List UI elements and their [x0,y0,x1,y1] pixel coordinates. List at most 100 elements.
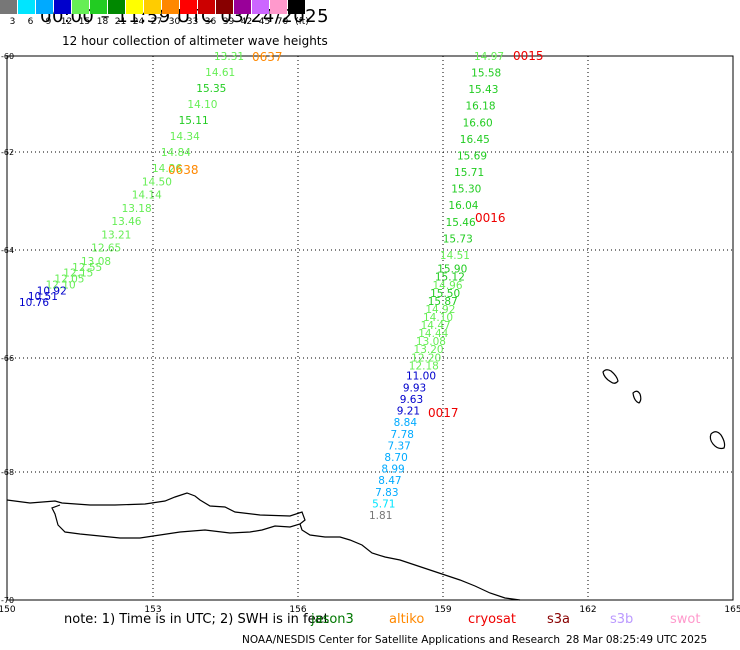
wave-height-value: 15.73 [443,233,473,245]
wave-height-value: 14.10 [423,312,453,324]
wave-height-value: 14.10 [187,99,217,111]
wave-height-value: 15.90 [437,264,467,276]
wave-height-value: 8.84 [394,417,418,429]
lon-tick-label: 159 [434,605,451,615]
wave-height-value: 14.44 [418,328,448,340]
time-label: 0016 [475,211,506,225]
lon-tick-label: 162 [579,605,596,615]
legend-swatch [252,0,269,14]
legend-label: 18 [96,17,109,27]
map-frame [6,55,734,601]
wave-height-value: 15.30 [451,184,481,196]
wave-height-value: 16.60 [463,117,493,129]
wave-height-value: 10.76 [19,297,49,309]
wave-height-value: 14.97 [474,51,504,63]
legend-swatch [234,0,251,14]
wave-height-value: 7.37 [387,440,410,452]
wave-height-value: 8.70 [384,452,407,464]
legend-label: 30 [168,17,181,27]
satellite-label: s3a [547,612,571,627]
legend-swatch [18,0,35,14]
wave-height-value: 16.04 [448,200,478,212]
lat-tick-label: -68 [1,468,14,477]
wave-height-value: 16.45 [460,134,490,146]
credit-time: 28 Mar 08:25:49 UTC 2025 [566,634,708,646]
wave-height-value: 13.18 [122,203,152,215]
wave-height-value: 15.11 [179,115,209,127]
time-label: 0017 [428,406,459,420]
legend-label: 6 [27,17,34,27]
wave-height-value: 15.12 [435,272,465,284]
time-labels: 0637 0638 0015 0016 0017 [168,49,544,420]
lat-tick-label: -64 [1,246,14,255]
wave-height-value: 13.08 [81,256,111,268]
time-label: 0638 [168,163,199,177]
island-3 [709,431,726,450]
wave-height-value: 14.14 [132,190,162,202]
island-1 [602,369,619,384]
wave-height-value: 9.21 [397,406,420,418]
satellite-label: altiko [389,612,425,627]
satellite-label: s3b [610,612,634,627]
wave-height-value: 15.43 [468,84,498,96]
wave-height-value: 10.51 [28,291,58,303]
legend-label: 36 [204,17,217,27]
wave-height-value: 13.08 [416,336,446,348]
wave-height-value: 15.50 [430,288,460,300]
lat-tick-label: -62 [1,148,14,157]
legend-swatch [72,0,89,14]
satellite-label: swot [670,612,701,627]
wave-height-value: 13.21 [101,229,131,241]
wave-height-value: 13.20 [414,344,444,356]
page-subtitle: 12 hour collection of altimeter wave hei… [62,34,328,48]
wave-height-value: 14.47 [421,320,451,332]
wave-height-value: 11.00 [406,371,436,383]
wave-height-value: 12.18 [409,360,439,372]
legend-label: 9 [45,17,52,27]
legend-label: 27 [150,17,163,27]
wave-height-value: 12.05 [54,274,84,286]
legend-swatch [90,0,107,14]
legend-swatch [180,0,197,14]
wave-height-value: 12.65 [91,243,121,255]
wave-height-value: 5.71 [372,498,395,510]
wave-height-value: 14.61 [205,67,235,79]
time-label: 0015 [513,49,544,63]
wave-height-value: 7.78 [391,429,414,441]
legend-swatch [144,0,161,14]
legend-swatch [198,0,215,14]
legend-label: 42 [240,17,253,27]
lon-tick-label: 156 [289,605,306,615]
legend-swatch [288,0,305,14]
wave-height-value: 14.34 [170,131,200,143]
lon-tick-label: 150 [0,605,16,615]
credit-text: NOAA/NESDIS Center for Satellite Applica… [242,634,560,646]
legend-swatch [54,0,71,14]
wave-height-value: 12.20 [411,352,441,364]
wave-height-value: 12.55 [72,262,102,274]
wave-height-value: 7.83 [375,487,398,499]
legend-swatch [108,0,125,14]
lat-tick-label: -60 [1,52,14,61]
wave-height-value: 13.31 [214,51,244,63]
wave-height-value: 15.87 [428,296,458,308]
lon-tick-label: 153 [144,605,161,615]
antarctic-coastline [6,492,521,601]
wave-height-value: 10.92 [37,285,67,297]
lon-tick-label: 165 [724,605,740,615]
legend-label: 15 [78,17,91,27]
wave-height-value: 14.96 [432,280,462,292]
wave-height-value: 14.51 [440,250,470,262]
wave-height-value: 9.93 [403,382,426,394]
legend-swatch [270,0,287,14]
wave-height-value: 15.71 [454,167,484,179]
wave-height-value: 9.63 [400,394,423,406]
wave-height-value: 8.47 [378,475,401,487]
wave-height-value: 14.84 [161,147,191,159]
wave-height-value: 15.58 [471,68,501,80]
satellite-label: cryosat [468,612,516,627]
legend-label: 21 [114,17,127,27]
legend-swatch [36,0,53,14]
legend-label: 24 [132,17,145,27]
